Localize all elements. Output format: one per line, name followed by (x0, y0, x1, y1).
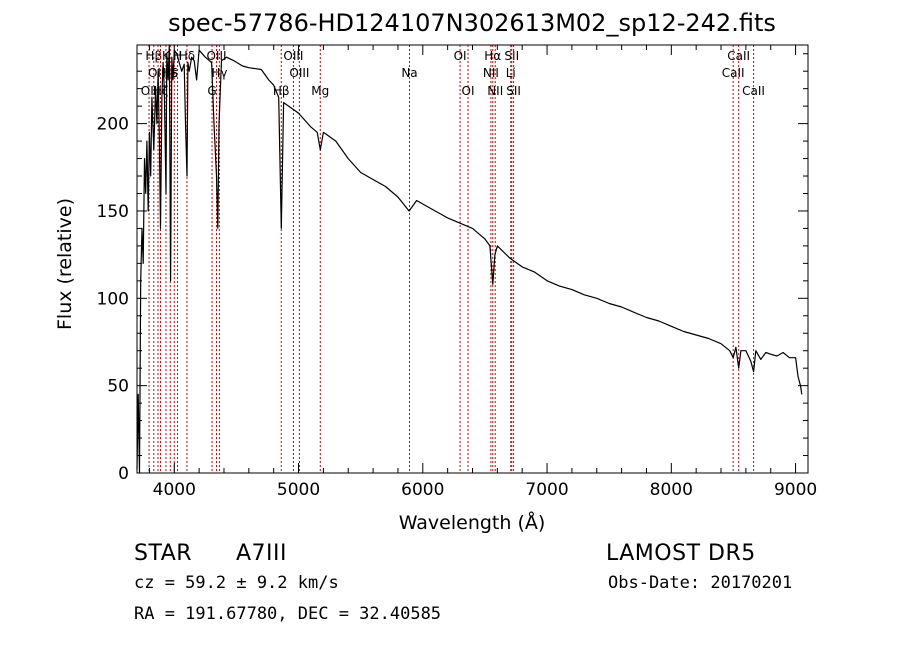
spectral-line-label: Hβ (145, 49, 162, 63)
x-tick-label: 6000 (401, 480, 444, 500)
chart-title: spec-57786-HD124107N302613M02_sp12-242.f… (168, 9, 776, 37)
observation-date: Obs-Date: 20170201 (608, 573, 793, 593)
y-axis-label: Flux (relative) (54, 198, 76, 330)
spectral-line-label: Hδ (179, 49, 195, 63)
spectral-line-label: CaII (722, 66, 745, 80)
spectral-line-label: Mg (311, 84, 329, 98)
x-tick-label: 4000 (153, 480, 196, 500)
x-tick-label: 8000 (650, 480, 693, 500)
spectral-line-label: OI (454, 49, 467, 63)
spectral-line-label: Na (401, 66, 417, 80)
y-tick-label: 50 (107, 377, 129, 397)
spectral-line-label: Hα (484, 49, 501, 63)
y-tick-label: 100 (97, 289, 129, 309)
x-tick-label: 7000 (525, 480, 568, 500)
spectral-line-label: OI (462, 84, 475, 98)
spectral-line-label: SII (504, 49, 519, 63)
spectral-line-label: NII (483, 66, 499, 80)
spectral-line-label: G (207, 84, 216, 98)
spectral-line-label: CaII (727, 49, 750, 63)
spectrum-chart: spec-57786-HD124107N302613M02_sp12-242.f… (54, 9, 817, 534)
survey-name: LAMOST DR5 (606, 541, 756, 566)
spectral-line-label: SII (506, 84, 521, 98)
object-class: STAR (134, 541, 193, 566)
spectral-line-label: OIII (283, 49, 303, 63)
spectral-line-label: CaII (742, 84, 765, 98)
x-axis-label: Wavelength (Å) (399, 511, 546, 534)
spectrum-line (136, 44, 803, 474)
spectral-line-label: S (170, 66, 178, 80)
sky-coordinates: RA = 191.67780, DEC = 32.40585 (134, 604, 442, 624)
spectral-line-label: OIII (206, 49, 226, 63)
spectral-subclass: A7III (236, 541, 288, 566)
y-tick-label: 150 (97, 202, 129, 222)
x-tick-label: 9000 (774, 480, 817, 500)
spectral-line-label: Hβ (273, 84, 290, 98)
spectral-line-label: OII (141, 84, 158, 98)
spectral-line-label: Li (506, 66, 516, 80)
spectral-line-label: NII (487, 84, 503, 98)
plot-area: OIIHβOIIIHζKHεSHHδGOIIIHγHβOIIIOIIIMgNaO… (97, 44, 817, 500)
x-tick-label: 5000 (277, 480, 320, 500)
y-tick-label: 200 (97, 115, 129, 135)
spectral-line-label: OIII (289, 66, 309, 80)
y-tick-label: 0 (118, 464, 129, 484)
spectral-line-label: Hγ (211, 66, 227, 80)
redshift-velocity: cz = 59.2 ± 9.2 km/s (134, 573, 339, 593)
plot-frame (136, 44, 809, 474)
